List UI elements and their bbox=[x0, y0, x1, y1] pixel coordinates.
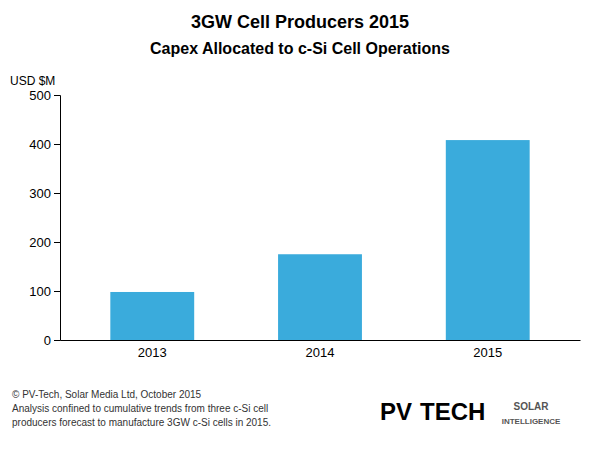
annotation: TECH bbox=[420, 398, 485, 425]
annotation: INTELLIGENCE bbox=[502, 417, 561, 426]
annotation: SOLAR bbox=[514, 401, 550, 412]
annotation: producers forecast to manufacture 3GW c-… bbox=[12, 417, 271, 428]
y-tick-mark bbox=[54, 242, 60, 243]
annotation: © PV-Tech, Solar Media Ltd, October 2015 bbox=[12, 389, 202, 400]
y-tick-mark bbox=[54, 340, 60, 341]
annotation: Analysis confined to cumulative trends f… bbox=[12, 403, 268, 414]
x-tick: 2015 bbox=[473, 345, 502, 360]
y-tick-mark bbox=[54, 144, 60, 145]
chart: 3GW Cell Producers 2015 Capex Allocated t… bbox=[0, 0, 600, 450]
y-axis-line bbox=[54, 96, 61, 341]
y-tick-label: 0 bbox=[44, 333, 51, 348]
y-axis-label: USD $M bbox=[10, 74, 55, 88]
y-tick-label: 300 bbox=[29, 186, 51, 201]
footer: © PV-Tech, Solar Media Ltd, October 2015… bbox=[12, 389, 561, 428]
y-tick-label: 400 bbox=[29, 137, 51, 152]
x-tick: 2013 bbox=[138, 345, 167, 360]
y-tick: 500 bbox=[29, 88, 60, 103]
y-tick: 200 bbox=[29, 235, 60, 250]
bar bbox=[110, 292, 194, 340]
y-tick-label: 100 bbox=[29, 284, 51, 299]
x-tick: 2014 bbox=[306, 345, 335, 360]
title: 3GW Cell Producers 2015 bbox=[191, 12, 409, 32]
y-tick: 300 bbox=[29, 186, 60, 201]
y-tick: 100 bbox=[29, 284, 60, 299]
x-tick-label: 2015 bbox=[473, 345, 502, 360]
plot: USD $M 0 100 200 300 400 500 2013 2014 2015 bbox=[10, 74, 581, 360]
y-tick: 400 bbox=[29, 137, 60, 152]
x-tick-label: 2013 bbox=[138, 345, 167, 360]
annotation: PV bbox=[380, 398, 412, 425]
y-tick: 0 bbox=[44, 333, 60, 348]
y-tick-mark bbox=[54, 193, 60, 194]
y-tick-label: 500 bbox=[29, 88, 51, 103]
y-tick-mark bbox=[54, 95, 60, 96]
subtitle: Capex Allocated to c-Si Cell Operations bbox=[150, 40, 450, 57]
x-tick-label: 2014 bbox=[306, 345, 335, 360]
bar bbox=[278, 254, 362, 340]
y-tick-mark bbox=[54, 291, 60, 292]
y-tick-label: 200 bbox=[29, 235, 51, 250]
y-axis: 0 100 200 300 400 500 bbox=[29, 88, 60, 348]
x-axis-line bbox=[61, 340, 581, 341]
bar bbox=[446, 140, 530, 340]
bars bbox=[110, 140, 529, 340]
x-axis: 2013 2014 2015 bbox=[61, 341, 581, 361]
